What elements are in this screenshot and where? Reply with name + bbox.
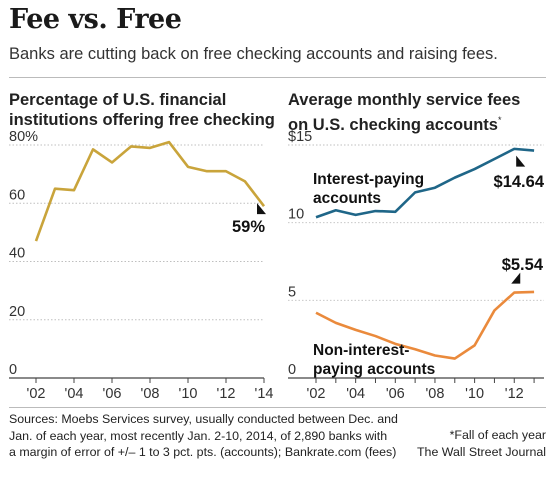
- interest-paying-end-label: $14.64: [494, 173, 545, 191]
- right-panel-title-line2: on U.S. checking accounts: [288, 116, 498, 134]
- interest-paying-label-line2: accounts: [313, 190, 381, 207]
- left-x-tick-label-1: '04: [65, 386, 84, 402]
- right-panel-title: Average monthly service fees on U.S. che…: [288, 90, 520, 135]
- left-x-tick-label-4: '10: [179, 386, 198, 402]
- right-x-tick-label-5: '12: [505, 386, 524, 402]
- right-x-tick-label-2: '06: [386, 386, 405, 402]
- sources-note: Sources: Moebs Services survey, usually …: [9, 411, 398, 461]
- interest-paying-label-line1: Interest-paying: [313, 171, 424, 188]
- free-checking-line: [34, 140, 266, 242]
- left-y-tick-label-1: 20: [9, 304, 25, 320]
- non-interest-paying-line: [315, 290, 535, 360]
- right-x-tick-label-3: '08: [426, 386, 445, 402]
- left-x-tick-label-6: '14: [255, 386, 274, 402]
- non-interest-paying-end-pointer: [511, 272, 521, 284]
- sources-line2: Jan. of each year, most recently Jan. 2-…: [9, 428, 388, 443]
- header-divider: [9, 77, 546, 78]
- right-y-tick-label-1: 5: [288, 284, 296, 300]
- left-panel-title: Percentage of U.S. financial institution…: [9, 90, 275, 130]
- left-x-tick-label-0: '02: [27, 386, 46, 402]
- chart-subtitle: Banks are cutting back on free checking …: [9, 45, 498, 63]
- left-end-pointer: [257, 203, 266, 215]
- interest-paying-end-pointer: [516, 155, 526, 167]
- right-x-tick-label-4: '10: [465, 386, 484, 402]
- non-interest-paying-end-label: $5.54: [502, 256, 544, 274]
- credits: *Fall of each year The Wall Street Journ…: [417, 427, 546, 460]
- free-checking-end-label: 59%: [232, 218, 265, 236]
- right-panel-title-line1: Average monthly service fees: [288, 91, 521, 109]
- sources-line3: a margin of error of +/– 1 to 3 pct. pts…: [9, 445, 397, 459]
- left-panel-title-line1: Percentage of U.S. financial: [9, 91, 227, 109]
- non-interest-paying-label-line1: Non-interest-: [313, 342, 409, 359]
- footer-divider: [9, 407, 546, 408]
- interest-paying-line: [315, 147, 535, 219]
- sources-line1: Sources: Moebs Services survey, usually …: [9, 412, 398, 426]
- chart-title: Fee vs. Free: [9, 4, 182, 35]
- right-x-tick-label-0: '02: [307, 386, 326, 402]
- right-panel-title-footnote-mark: *: [497, 115, 502, 125]
- left-panel-title-line2: institutions offering free checking: [9, 111, 275, 129]
- left-x-tick-label-2: '06: [103, 386, 122, 402]
- left-y-tick-label-4: 80%: [9, 129, 38, 145]
- right-y-tick-label-0: 0: [288, 362, 296, 378]
- right-y-tick-label-3: $15: [288, 129, 312, 145]
- left-x-tick-label-3: '08: [141, 386, 160, 402]
- right-y-tick-label-2: 10: [288, 207, 304, 223]
- left-y-tick-label-3: 60: [9, 187, 25, 203]
- credit-wsj: The Wall Street Journal: [416, 444, 546, 459]
- footnote-fall: *Fall of each year: [449, 428, 546, 442]
- left-x-tick-label-5: '12: [217, 386, 236, 402]
- left-y-tick-label-0: 0: [9, 362, 17, 378]
- right-x-tick-label-1: '04: [346, 386, 365, 402]
- left-y-tick-label-2: 40: [9, 246, 25, 262]
- non-interest-paying-label-line2: paying accounts: [313, 361, 435, 378]
